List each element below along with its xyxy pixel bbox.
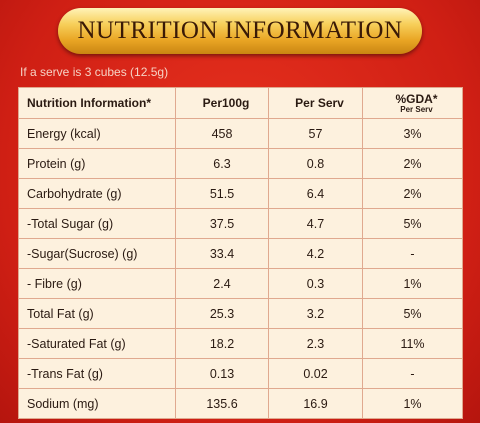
table-row: Total Fat (g) 25.3 3.2 5% — [18, 298, 463, 329]
header-row: Nutrition Information* Per100g Per Serv %GD… — [18, 87, 463, 119]
table-row: Protein (g) 6.3 0.8 2% — [18, 148, 463, 179]
table-cell: 4.2 — [268, 238, 363, 269]
table-cell: 37.5 — [175, 208, 269, 239]
row-label: -Sugar(Sucrose) (g) — [18, 238, 176, 269]
table-cell: 0.3 — [268, 268, 363, 299]
table-cell: - — [362, 358, 463, 389]
table-row: Energy (kcal) 458 57 3% — [18, 118, 463, 149]
title-banner: NUTRITION INFORMATION — [58, 8, 422, 54]
column-header: Nutrition Information* — [18, 87, 176, 119]
column-header: %GDA* Per Serv — [362, 87, 463, 119]
table-cell: 6.3 — [175, 148, 269, 179]
table-row: -Trans Fat (g) 0.13 0.02- — [18, 358, 463, 389]
table-cell: 0.8 — [268, 148, 363, 179]
row-label: -Total Sugar (g) — [18, 208, 176, 239]
table-cell: 16.9 — [268, 388, 363, 419]
table-cell: 11% — [362, 328, 463, 359]
table-cell: 25.3 — [175, 298, 269, 329]
table-cell: 0.02 — [268, 358, 363, 389]
table-cell: 5% — [362, 298, 463, 329]
table-cell: 1% — [362, 388, 463, 419]
table-row: -Saturated Fat (g) 18.2 2.3 11% — [18, 328, 463, 359]
column-label: %GDA* — [395, 92, 438, 106]
table-cell: 1% — [362, 268, 463, 299]
row-label: -Saturated Fat (g) — [18, 328, 176, 359]
row-label: Energy (kcal) — [18, 118, 176, 149]
table-cell: 6.4 — [268, 178, 363, 209]
table-row: -Sugar(Sucrose) (g) 33.4 4.2- — [18, 238, 463, 269]
column-label: Per Serv — [295, 96, 344, 110]
column-label: Per100g — [202, 96, 250, 110]
table-cell: 51.5 — [175, 178, 269, 209]
table-cell: 5% — [362, 208, 463, 239]
title: NUTRITION INFORMATION — [77, 17, 403, 44]
table-cell: 3.2 — [268, 298, 363, 329]
table-cell: 2% — [362, 178, 463, 209]
table-cell: 2% — [362, 148, 463, 179]
column-sublabel: Per Serv — [400, 105, 433, 114]
nutrition-table: Nutrition Information* Per100g Per Serv %GD… — [18, 87, 463, 419]
table-cell: 4.7 — [268, 208, 363, 239]
table-cell: 3% — [362, 118, 463, 149]
table-row: Sodium (mg) 135.6 16.9 1% — [18, 388, 463, 419]
subtitle: If a serve is 3 cubes (12.5g) — [20, 65, 169, 79]
table-cell: 33.4 — [175, 238, 269, 269]
table-cell: 2.3 — [268, 328, 363, 359]
table-cell: 0.13 — [175, 358, 269, 389]
table-cell: 2.4 — [175, 268, 269, 299]
column-header: Per100g — [175, 87, 269, 119]
table-row: -Total Sugar (g) 37.5 4.7 5% — [18, 208, 463, 239]
table-row: - Fibre (g) 2.4 0.3 1% — [18, 268, 463, 299]
table-cell: 458 — [175, 118, 269, 149]
row-label: - Fibre (g) — [18, 268, 176, 299]
row-label: Sodium (mg) — [18, 388, 176, 419]
column-header: Per Serv — [268, 87, 363, 119]
row-label: Total Fat (g) — [18, 298, 176, 329]
table-cell: - — [362, 238, 463, 269]
table-cell: 57 — [268, 118, 363, 149]
table-cell: 135.6 — [175, 388, 269, 419]
table-cell: 18.2 — [175, 328, 269, 359]
row-label: Protein (g) — [18, 148, 176, 179]
column-label: Nutrition Information* — [27, 96, 151, 110]
table-row: Carbohydrate (g) 51.5 6.4 2% — [18, 178, 463, 209]
row-label: -Trans Fat (g) — [18, 358, 176, 389]
row-label: Carbohydrate (g) — [18, 178, 176, 209]
